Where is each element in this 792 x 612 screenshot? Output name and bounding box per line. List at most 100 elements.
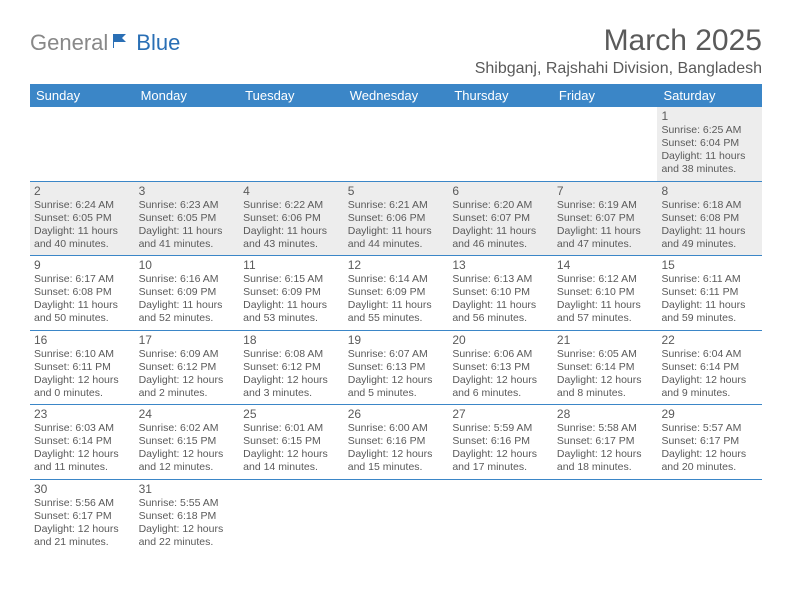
day1-text: Daylight: 11 hours: [139, 225, 236, 238]
sunrise-text: Sunrise: 6:13 AM: [452, 273, 549, 286]
blank-cell: [239, 107, 344, 181]
day2-text: and 17 minutes.: [452, 461, 549, 474]
day2-text: and 3 minutes.: [243, 387, 340, 400]
day2-text: and 59 minutes.: [661, 312, 758, 325]
location: Shibganj, Rajshahi Division, Bangladesh: [475, 60, 762, 78]
sunrise-text: Sunrise: 6:08 AM: [243, 348, 340, 361]
month-title: March 2025: [475, 24, 762, 58]
day-number: 26: [348, 407, 445, 421]
day-cell: 8Sunrise: 6:18 AMSunset: 6:08 PMDaylight…: [657, 182, 762, 256]
day-cell: 16Sunrise: 6:10 AMSunset: 6:11 PMDayligh…: [30, 331, 135, 405]
day1-text: Daylight: 11 hours: [661, 225, 758, 238]
weekday-thursday: Thursday: [448, 84, 553, 107]
day-number: 4: [243, 184, 340, 198]
weekday-tuesday: Tuesday: [239, 84, 344, 107]
day2-text: and 46 minutes.: [452, 238, 549, 251]
day1-text: Daylight: 11 hours: [661, 299, 758, 312]
day2-text: and 22 minutes.: [139, 536, 236, 549]
day2-text: and 15 minutes.: [348, 461, 445, 474]
sunset-text: Sunset: 6:05 PM: [34, 212, 131, 225]
week-row: 16Sunrise: 6:10 AMSunset: 6:11 PMDayligh…: [30, 331, 762, 406]
day-number: 7: [557, 184, 654, 198]
day-number: 14: [557, 258, 654, 272]
day1-text: Daylight: 12 hours: [243, 374, 340, 387]
weekday-row: Sunday Monday Tuesday Wednesday Thursday…: [30, 84, 762, 107]
week-row: 9Sunrise: 6:17 AMSunset: 6:08 PMDaylight…: [30, 256, 762, 331]
header: General Blue March 2025 Shibganj, Rajsha…: [30, 24, 762, 78]
day2-text: and 0 minutes.: [34, 387, 131, 400]
sunset-text: Sunset: 6:09 PM: [139, 286, 236, 299]
day-cell: 30Sunrise: 5:56 AMSunset: 6:17 PMDayligh…: [30, 480, 135, 554]
logo: General Blue: [30, 30, 180, 56]
day1-text: Daylight: 11 hours: [661, 150, 758, 163]
blank-cell: [344, 107, 449, 181]
day-cell: 10Sunrise: 6:16 AMSunset: 6:09 PMDayligh…: [135, 256, 240, 330]
day2-text: and 2 minutes.: [139, 387, 236, 400]
sunrise-text: Sunrise: 6:17 AM: [34, 273, 131, 286]
day1-text: Daylight: 12 hours: [139, 448, 236, 461]
day1-text: Daylight: 12 hours: [452, 448, 549, 461]
day1-text: Daylight: 11 hours: [452, 299, 549, 312]
day-cell: 7Sunrise: 6:19 AMSunset: 6:07 PMDaylight…: [553, 182, 658, 256]
day-cell: 29Sunrise: 5:57 AMSunset: 6:17 PMDayligh…: [657, 405, 762, 479]
day-cell: 4Sunrise: 6:22 AMSunset: 6:06 PMDaylight…: [239, 182, 344, 256]
day1-text: Daylight: 12 hours: [139, 374, 236, 387]
sunrise-text: Sunrise: 6:21 AM: [348, 199, 445, 212]
sunrise-text: Sunrise: 6:19 AM: [557, 199, 654, 212]
weekday-friday: Friday: [553, 84, 658, 107]
sunset-text: Sunset: 6:10 PM: [452, 286, 549, 299]
day1-text: Daylight: 12 hours: [661, 374, 758, 387]
sunrise-text: Sunrise: 6:20 AM: [452, 199, 549, 212]
day-cell: 19Sunrise: 6:07 AMSunset: 6:13 PMDayligh…: [344, 331, 449, 405]
sunrise-text: Sunrise: 5:58 AM: [557, 422, 654, 435]
day2-text: and 21 minutes.: [34, 536, 131, 549]
sunrise-text: Sunrise: 6:25 AM: [661, 124, 758, 137]
sunset-text: Sunset: 6:12 PM: [243, 361, 340, 374]
day-number: 9: [34, 258, 131, 272]
day-number: 8: [661, 184, 758, 198]
day2-text: and 53 minutes.: [243, 312, 340, 325]
sunset-text: Sunset: 6:13 PM: [348, 361, 445, 374]
day-cell: 12Sunrise: 6:14 AMSunset: 6:09 PMDayligh…: [344, 256, 449, 330]
title-block: March 2025 Shibganj, Rajshahi Division, …: [475, 24, 762, 78]
day-cell: 31Sunrise: 5:55 AMSunset: 6:18 PMDayligh…: [135, 480, 240, 554]
day-cell: 23Sunrise: 6:03 AMSunset: 6:14 PMDayligh…: [30, 405, 135, 479]
day2-text: and 11 minutes.: [34, 461, 131, 474]
sunset-text: Sunset: 6:16 PM: [452, 435, 549, 448]
day-number: 13: [452, 258, 549, 272]
weekday-sunday: Sunday: [30, 84, 135, 107]
sunrise-text: Sunrise: 6:24 AM: [34, 199, 131, 212]
sunset-text: Sunset: 6:17 PM: [557, 435, 654, 448]
day2-text: and 40 minutes.: [34, 238, 131, 251]
day1-text: Daylight: 12 hours: [34, 448, 131, 461]
logo-text-gray: General: [30, 30, 108, 56]
sunrise-text: Sunrise: 6:18 AM: [661, 199, 758, 212]
day2-text: and 47 minutes.: [557, 238, 654, 251]
sunrise-text: Sunrise: 5:57 AM: [661, 422, 758, 435]
sunrise-text: Sunrise: 6:12 AM: [557, 273, 654, 286]
sunset-text: Sunset: 6:07 PM: [557, 212, 654, 225]
day2-text: and 52 minutes.: [139, 312, 236, 325]
day2-text: and 44 minutes.: [348, 238, 445, 251]
day1-text: Daylight: 11 hours: [557, 225, 654, 238]
day2-text: and 9 minutes.: [661, 387, 758, 400]
sunrise-text: Sunrise: 6:11 AM: [661, 273, 758, 286]
day1-text: Daylight: 12 hours: [243, 448, 340, 461]
blank-cell: [657, 480, 762, 554]
day-number: 28: [557, 407, 654, 421]
day1-text: Daylight: 11 hours: [139, 299, 236, 312]
sunset-text: Sunset: 6:18 PM: [139, 510, 236, 523]
sunset-text: Sunset: 6:07 PM: [452, 212, 549, 225]
blank-cell: [448, 107, 553, 181]
day-cell: 24Sunrise: 6:02 AMSunset: 6:15 PMDayligh…: [135, 405, 240, 479]
sunrise-text: Sunrise: 5:55 AM: [139, 497, 236, 510]
day-cell: 11Sunrise: 6:15 AMSunset: 6:09 PMDayligh…: [239, 256, 344, 330]
sunset-text: Sunset: 6:04 PM: [661, 137, 758, 150]
sunset-text: Sunset: 6:14 PM: [661, 361, 758, 374]
day1-text: Daylight: 12 hours: [348, 374, 445, 387]
day-cell: 13Sunrise: 6:13 AMSunset: 6:10 PMDayligh…: [448, 256, 553, 330]
sunset-text: Sunset: 6:13 PM: [452, 361, 549, 374]
day2-text: and 18 minutes.: [557, 461, 654, 474]
sunrise-text: Sunrise: 6:05 AM: [557, 348, 654, 361]
day1-text: Daylight: 11 hours: [243, 225, 340, 238]
